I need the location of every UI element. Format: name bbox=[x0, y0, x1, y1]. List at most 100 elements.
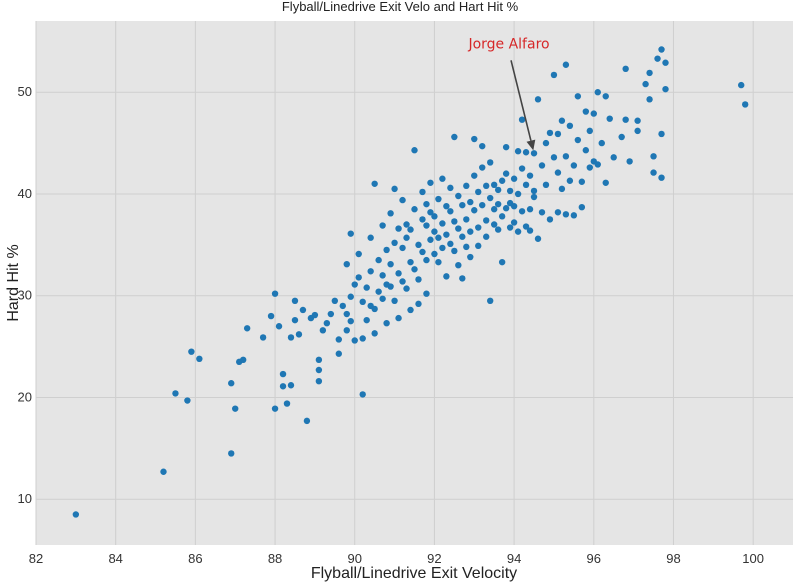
y-tick-label: 30 bbox=[18, 288, 32, 303]
data-point bbox=[335, 336, 342, 343]
data-point bbox=[550, 154, 558, 161]
data-point bbox=[634, 117, 641, 124]
data-point bbox=[506, 187, 514, 195]
y-tick-label: 20 bbox=[18, 389, 32, 404]
data-point bbox=[447, 184, 454, 192]
data-point bbox=[435, 234, 442, 241]
data-point bbox=[530, 150, 538, 157]
data-point bbox=[271, 290, 279, 297]
data-point bbox=[415, 276, 422, 283]
data-point bbox=[403, 221, 410, 228]
data-point bbox=[550, 71, 558, 79]
data-point bbox=[487, 194, 494, 202]
data-point bbox=[347, 230, 354, 237]
x-tick-label: 100 bbox=[742, 551, 764, 566]
data-point bbox=[411, 206, 418, 213]
data-point bbox=[403, 234, 410, 241]
data-point bbox=[347, 293, 354, 300]
data-point bbox=[327, 310, 335, 318]
y-axis-ticks: 10 20 30 40 50 bbox=[18, 84, 32, 506]
data-point bbox=[423, 256, 430, 264]
data-point bbox=[650, 153, 657, 160]
data-point bbox=[399, 278, 406, 285]
data-point bbox=[506, 224, 514, 231]
data-point bbox=[530, 187, 538, 195]
x-tick-label: 84 bbox=[108, 551, 122, 566]
data-point bbox=[299, 306, 307, 314]
data-point bbox=[359, 298, 366, 306]
data-point bbox=[279, 383, 287, 390]
data-point bbox=[498, 213, 506, 220]
data-point bbox=[483, 233, 490, 240]
data-point bbox=[395, 314, 402, 322]
data-point bbox=[530, 193, 538, 201]
data-point bbox=[490, 181, 498, 189]
data-point bbox=[542, 181, 550, 189]
data-point bbox=[379, 295, 386, 302]
data-point bbox=[431, 228, 438, 235]
data-point bbox=[646, 96, 653, 103]
data-point bbox=[467, 198, 474, 206]
data-point bbox=[598, 139, 605, 147]
data-point bbox=[467, 253, 474, 261]
data-point bbox=[423, 290, 430, 297]
data-point bbox=[606, 115, 613, 122]
data-point bbox=[562, 153, 570, 160]
data-point bbox=[498, 258, 506, 266]
data-point bbox=[518, 165, 526, 172]
data-point bbox=[554, 169, 562, 176]
x-tick-label: 82 bbox=[29, 551, 43, 566]
data-point bbox=[319, 327, 327, 334]
data-point bbox=[483, 182, 490, 190]
data-point bbox=[395, 225, 402, 232]
data-point bbox=[662, 85, 669, 93]
data-point bbox=[494, 200, 502, 208]
data-point bbox=[582, 147, 590, 154]
data-point bbox=[427, 179, 434, 186]
data-point bbox=[634, 127, 641, 135]
data-point bbox=[546, 216, 554, 223]
data-point bbox=[271, 405, 279, 412]
data-point bbox=[188, 348, 195, 355]
data-point bbox=[471, 135, 478, 143]
data-point bbox=[415, 300, 422, 308]
data-point bbox=[463, 243, 470, 251]
data-point bbox=[642, 80, 649, 88]
data-point bbox=[570, 212, 578, 219]
data-point bbox=[738, 81, 745, 89]
data-point bbox=[383, 319, 390, 327]
data-point bbox=[459, 233, 466, 240]
data-point bbox=[315, 366, 323, 374]
data-point bbox=[391, 239, 398, 247]
data-point bbox=[459, 201, 466, 209]
data-point bbox=[451, 218, 458, 225]
chart-title: Flyball/Linedrive Exit Velo and Hart Hit… bbox=[282, 0, 519, 14]
data-point bbox=[498, 177, 506, 184]
data-point bbox=[483, 217, 490, 224]
data-point bbox=[558, 185, 566, 193]
data-point bbox=[646, 69, 653, 77]
data-point bbox=[570, 162, 578, 169]
data-point bbox=[518, 208, 526, 215]
data-point bbox=[518, 116, 526, 123]
data-point bbox=[554, 130, 562, 138]
data-point bbox=[295, 331, 303, 338]
data-point bbox=[232, 405, 239, 412]
data-point bbox=[510, 219, 518, 226]
data-point bbox=[355, 250, 362, 258]
data-point bbox=[566, 177, 574, 184]
data-point bbox=[367, 268, 374, 275]
data-point bbox=[359, 335, 366, 342]
data-point bbox=[367, 234, 374, 241]
data-point bbox=[439, 175, 446, 182]
data-point bbox=[662, 59, 669, 66]
data-point bbox=[443, 231, 450, 238]
data-point bbox=[407, 226, 414, 233]
data-point bbox=[490, 221, 498, 228]
data-point bbox=[650, 169, 657, 176]
data-point bbox=[431, 213, 438, 220]
data-point bbox=[411, 266, 418, 273]
data-point bbox=[239, 356, 247, 364]
data-point bbox=[371, 305, 378, 313]
data-point bbox=[510, 202, 518, 210]
